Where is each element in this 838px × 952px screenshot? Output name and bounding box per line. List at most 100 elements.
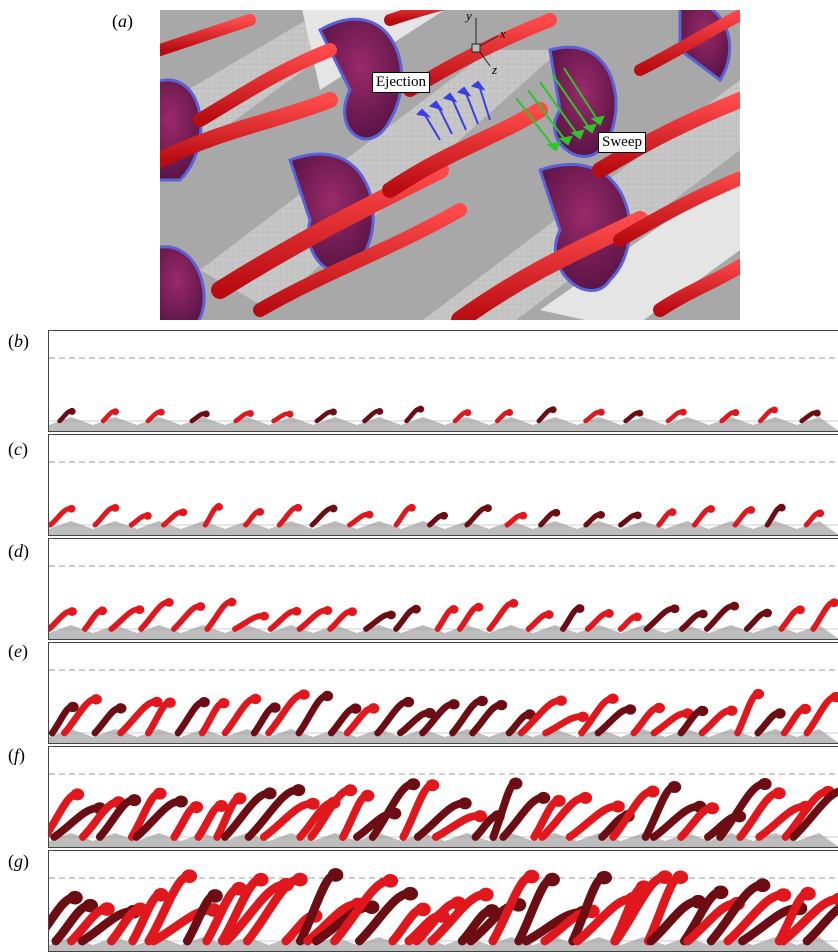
vortex-head [67, 504, 76, 513]
vortex-structure [802, 904, 838, 946]
panel-g-label: (g) [8, 851, 29, 871]
vortex-head [476, 695, 488, 707]
vortex-head [322, 606, 333, 615]
vortex-head [306, 797, 320, 810]
hairpin-vortices [160, 10, 732, 320]
vortex-head [349, 703, 362, 714]
vortex-head [668, 508, 677, 517]
vortex-head [402, 886, 419, 901]
vortex-head [347, 607, 358, 617]
vortex-head [483, 504, 492, 512]
vortex-head [536, 791, 551, 804]
panel-a-3d-visualization [160, 10, 740, 320]
wall-roughness [49, 417, 838, 431]
panel-d-label: (d) [8, 541, 29, 561]
vortex-head [329, 408, 337, 416]
vortex-head [596, 510, 605, 519]
vortex-head [795, 605, 805, 615]
panel-c-visualization [49, 435, 838, 535]
panel-a-label: (a) [112, 11, 133, 31]
panel-f-visualization [49, 747, 838, 847]
vortex-head [448, 604, 459, 614]
axis-x-label: x [500, 26, 506, 41]
vortex-head [411, 604, 421, 614]
vortex-head [151, 696, 163, 708]
vortex-structure [789, 787, 838, 841]
vortex-head [552, 508, 561, 517]
vortex-head [97, 606, 108, 616]
vortex-head [696, 705, 709, 717]
vortex-head [226, 597, 237, 607]
vortex-head [611, 800, 625, 813]
vortex-head [633, 511, 642, 520]
vortex-head [164, 697, 176, 708]
panel-b-label: (b) [8, 331, 29, 351]
vortex-head [111, 408, 120, 416]
vortex-head [725, 705, 738, 716]
vortex-head [417, 405, 425, 413]
vortex-head [774, 708, 786, 719]
vortex-head [505, 409, 514, 416]
vortex-head [174, 795, 188, 808]
vortex-head [574, 604, 585, 613]
vortex-head [667, 781, 682, 794]
vortex-head [813, 409, 821, 417]
vortex-head [712, 885, 729, 900]
vortex-head [770, 406, 779, 414]
vortex-head [214, 799, 229, 812]
vortex-head [214, 503, 223, 511]
vortex-head [746, 506, 756, 514]
vortex-head [653, 702, 665, 714]
vortex-head [762, 608, 772, 618]
vortex-head [604, 609, 614, 618]
panel-b-strip [48, 330, 838, 432]
ejection-callout: Ejection [372, 72, 430, 93]
vortex-head [607, 693, 619, 704]
vortex-head [669, 604, 680, 614]
vortex-head [321, 690, 334, 702]
sweep-callout: Sweep [598, 132, 646, 153]
vortex-head [386, 610, 396, 620]
vortex-head [407, 503, 416, 512]
vortex-head [672, 870, 689, 885]
vortex-head [645, 785, 660, 798]
vortex-head [596, 870, 612, 885]
vortex-head [729, 601, 740, 611]
vortex-head [293, 503, 303, 512]
vortex-head [134, 605, 145, 615]
vortex-head [67, 607, 77, 616]
vortex-head [195, 602, 206, 611]
panel-f-label: (f) [8, 745, 26, 765]
vortex-head [555, 695, 567, 706]
vortex-head [202, 410, 210, 418]
vortex-head [286, 410, 294, 418]
vortex-head [523, 869, 540, 884]
vortex-head [732, 409, 740, 417]
vortex-head [464, 409, 472, 417]
panel-g-strip [48, 850, 838, 952]
vortex-head [114, 703, 127, 714]
vortex-head [376, 407, 384, 415]
vortex-head [831, 892, 838, 906]
panel-f-strip [48, 746, 838, 848]
vortex-head [544, 872, 560, 887]
panel-g-visualization [49, 851, 838, 951]
vortex-head [777, 503, 786, 512]
vortex-head [164, 598, 174, 607]
sweep-arrows [515, 67, 605, 152]
vortex-head [597, 408, 605, 416]
vortex-head [425, 779, 440, 792]
panel-e-strip [48, 642, 838, 744]
panel-e-label: (e) [8, 641, 28, 661]
vortex-head [198, 696, 210, 708]
vortex-head [329, 504, 338, 513]
vortex-head [799, 703, 811, 715]
vortex-head [775, 888, 792, 902]
vortex-head [68, 407, 76, 415]
vortex-head [402, 696, 415, 708]
vortex-head [179, 508, 188, 517]
vortex-head [127, 794, 142, 807]
vortex-head [473, 810, 487, 823]
vortex-head [367, 703, 380, 714]
panel-a-render: x y z Ejection Sweep [160, 10, 740, 320]
